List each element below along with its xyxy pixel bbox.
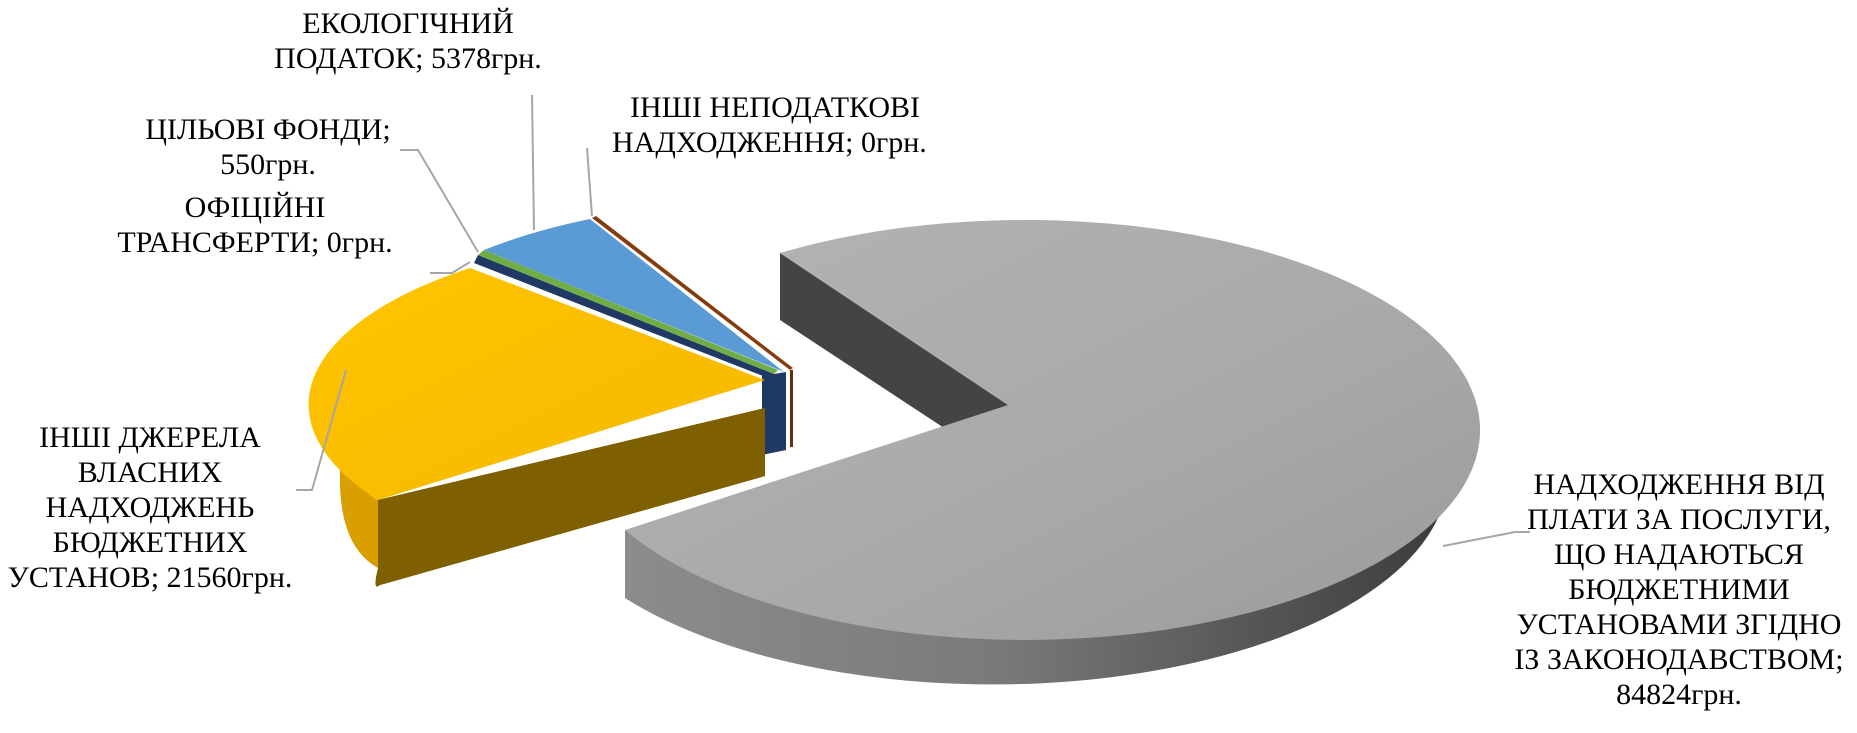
data-label-line: 550грн. — [220, 148, 316, 181]
leader-line-ecological-tax — [531, 94, 535, 231]
data-label-line: ЩО НАДАЮТЬСЯ — [1554, 538, 1804, 571]
data-label-target-funds: ЦІЛЬОВІ ФОНДИ; 550грн. — [118, 112, 418, 182]
data-label-line: УСТАНОВ; 21560грн. — [7, 561, 293, 594]
pie-slice-ecological-tax-top — [484, 219, 784, 372]
data-label-line: ОФІЦІЙНІ — [184, 191, 326, 224]
data-label-line: ЕКОЛОГІЧНИЙ — [302, 7, 514, 40]
pie-slice-other-own-sources-rim — [340, 418, 378, 568]
data-label-services: НАДХОДЖЕННЯ ВІД ПЛАТИ ЗА ПОСЛУГИ, ЩО НАД… — [1504, 467, 1854, 712]
pie-slice-services-top — [625, 219, 1481, 640]
pie-slice-other-own-sources-top — [308, 268, 765, 500]
data-label-line: ІНШІ ДЖЕРЕЛА — [39, 421, 261, 454]
data-label-line: ВЛАСНИХ — [77, 456, 223, 489]
pie-slice-other-own-sources — [308, 268, 765, 587]
data-label-line: НАДХОДЖЕННЯ ВІД — [1533, 468, 1825, 501]
data-label-line: 84824грн. — [1616, 678, 1742, 711]
data-label-line: БЮДЖЕТНИМИ — [1568, 573, 1790, 606]
data-label-line: ПОДАТОК; 5378грн. — [274, 42, 542, 75]
pie-slice-official-transfers — [474, 255, 786, 455]
data-label-line: НАДХОДЖЕНЬ — [45, 491, 255, 524]
data-label-other-non-tax: ІНШІ НЕПОДАТКОВІ НАДХОДЖЕННЯ; 0грн. — [612, 90, 972, 160]
pie-slice-services-inner-wall — [780, 253, 1008, 470]
pie-slice-other-non-tax-top — [592, 216, 793, 370]
pie-slice-target-funds — [478, 250, 778, 374]
pie-slice-other-non-tax-side — [790, 370, 793, 447]
data-label-line: УСТАНОВАМИ ЗГІДНО — [1516, 608, 1842, 641]
pie-slice-other-own-sources-front — [378, 408, 765, 585]
leader-line-official-transfers — [430, 261, 471, 274]
data-label-line: ІЗ ЗАКОНОДАВСТВОМ; — [1514, 643, 1844, 676]
data-label-ecological-tax: ЕКОЛОГІЧНИЙ ПОДАТОК; 5378грн. — [258, 6, 558, 76]
leader-line-other-non-tax — [586, 147, 593, 217]
leader-lines — [296, 94, 1530, 547]
pie-slice-services-side — [625, 430, 1445, 685]
pie-slice-official-transfers-top — [474, 255, 774, 378]
data-label-official-transfers: ОФІЦІЙНІ ТРАНСФЕРТИ; 0грн. — [110, 190, 400, 260]
data-label-line: ТРАНСФЕРТИ; 0грн. — [117, 226, 393, 259]
pie-slice-ecological-tax — [484, 219, 784, 372]
data-label-line: ІНШІ НЕПОДАТКОВІ — [630, 91, 920, 124]
data-label-line: ЦІЛЬОВІ ФОНДИ; — [145, 113, 391, 146]
leader-line-services — [1442, 531, 1530, 547]
leader-line-other-own-sources — [296, 369, 347, 491]
pie-slice-other-non-tax — [592, 216, 793, 447]
data-label-line: БЮДЖЕТНИХ — [52, 526, 248, 559]
data-label-line: ПЛАТИ ЗА ПОСЛУГИ, — [1527, 503, 1831, 536]
data-label-line: НАДХОДЖЕННЯ; 0грн. — [612, 126, 927, 159]
leader-line-target-funds — [400, 149, 479, 253]
pie-slice-services — [625, 219, 1481, 685]
pie-slice-official-transfers-side — [762, 372, 786, 455]
pie-slice-target-funds-top — [478, 250, 778, 374]
data-label-other-own-sources: ІНШІ ДЖЕРЕЛА ВЛАСНИХ НАДХОДЖЕНЬ БЮДЖЕТНИ… — [0, 420, 300, 595]
